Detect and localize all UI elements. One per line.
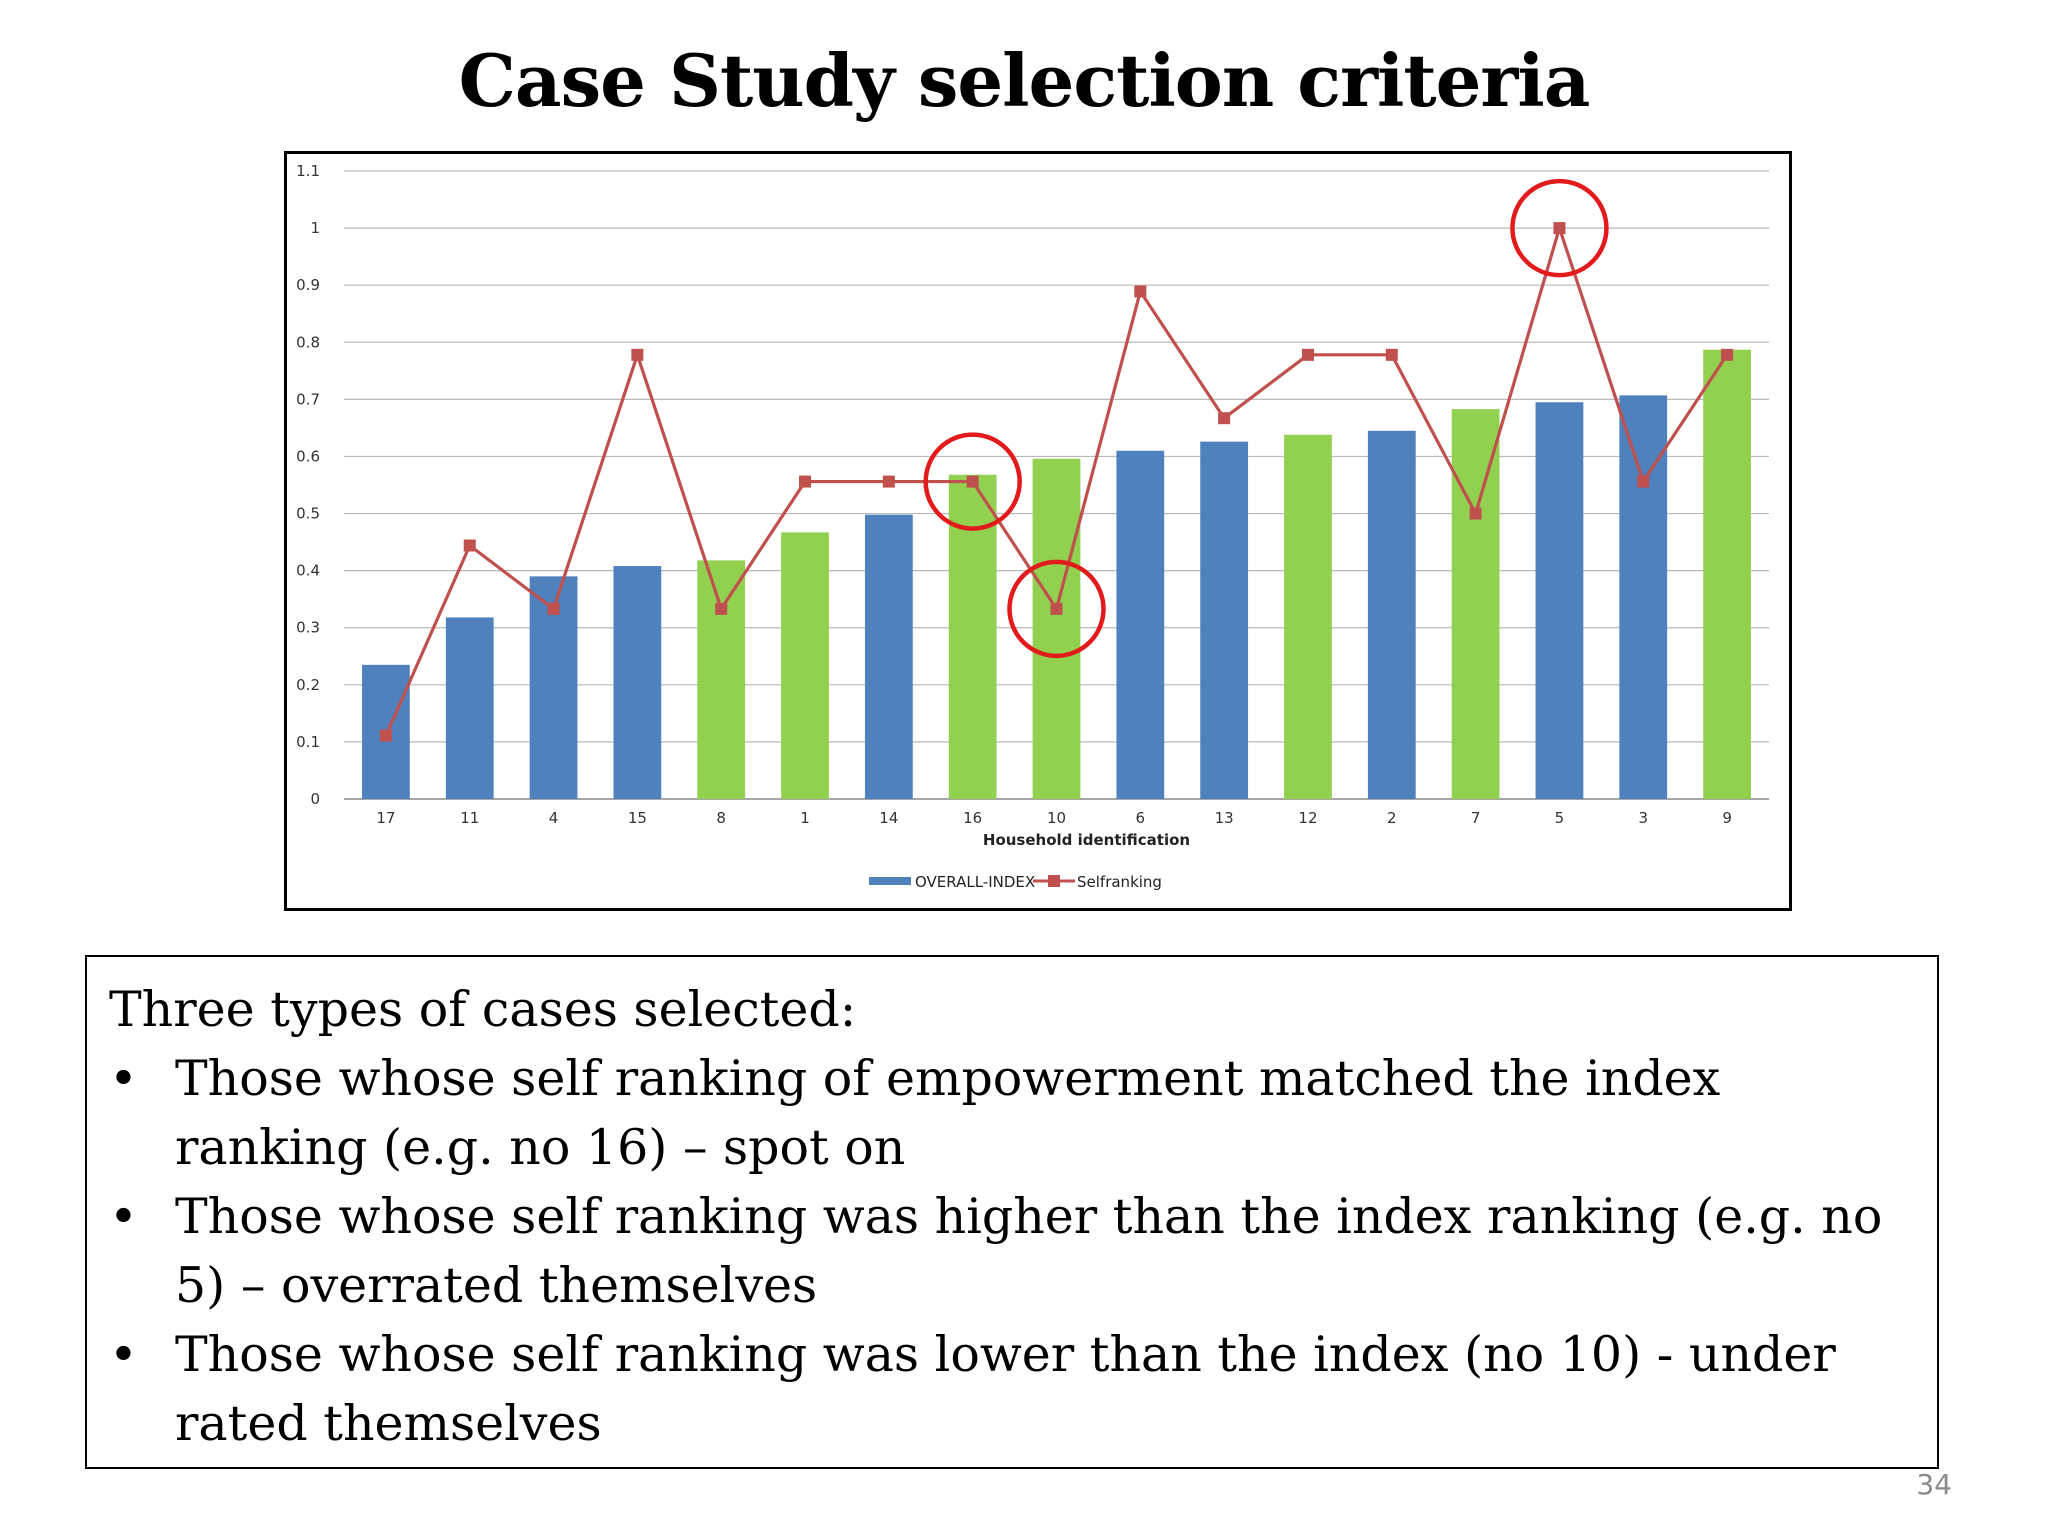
point-10 xyxy=(1050,602,1063,615)
point-7 xyxy=(1469,507,1482,520)
point-2 xyxy=(1385,348,1398,361)
bar-10 xyxy=(1032,458,1081,799)
bar-2 xyxy=(1367,430,1416,799)
x-axis-ticks: 17 11 4 15 8 1 14 16 10 6 13 12 2 7 5 3 9 xyxy=(376,809,1731,827)
point-4 xyxy=(547,602,560,615)
bar-13 xyxy=(1200,441,1249,799)
point-14 xyxy=(882,475,895,488)
bar-14 xyxy=(864,514,913,799)
point-17 xyxy=(379,729,392,742)
point-1 xyxy=(799,475,812,488)
point-13 xyxy=(1218,412,1231,425)
x-tick-label: 17 xyxy=(376,809,395,827)
y-tick-label: 0.6 xyxy=(296,447,320,465)
point-6 xyxy=(1134,285,1147,298)
criteria-list: • Those whose self ranking of empowermen… xyxy=(109,1044,1909,1458)
x-tick-label: 16 xyxy=(963,809,982,827)
point-11 xyxy=(463,539,476,552)
bar-3 xyxy=(1619,395,1668,799)
y-tick-label: 0.7 xyxy=(296,390,320,408)
bullet-marker: • xyxy=(109,1326,138,1383)
x-tick-label: 15 xyxy=(628,809,647,827)
legend-swatch-overall-index xyxy=(869,877,911,885)
y-tick-label: 0.3 xyxy=(296,619,320,637)
point-15 xyxy=(631,348,644,361)
x-tick-label: 9 xyxy=(1722,809,1732,827)
x-tick-label: 8 xyxy=(716,809,726,827)
bar-9 xyxy=(1703,349,1751,799)
highlight-circle-10 xyxy=(1007,559,1106,659)
chart-container: 0 0.1 0.2 0.3 0.4 0.5 0.6 0.7 0.8 0.9 1 1.1 17 11 4 15… xyxy=(284,151,1792,911)
selection-criteria-textbox: Three types of cases selected: • Those w… xyxy=(85,955,1939,1469)
bullet-marker: • xyxy=(109,1188,138,1245)
point-5 xyxy=(1553,222,1566,235)
point-8 xyxy=(715,602,728,615)
y-tick-label: 1.1 xyxy=(296,162,320,180)
y-tick-label: 0.8 xyxy=(296,333,320,351)
x-tick-label: 2 xyxy=(1387,809,1397,827)
bar-series-overall-index xyxy=(362,349,1751,799)
x-axis-title: Household identification xyxy=(983,831,1190,849)
bar-11 xyxy=(445,617,494,799)
x-tick-label: 5 xyxy=(1555,809,1565,827)
y-tick-label: 0.1 xyxy=(296,733,320,751)
highlight-circle-16 xyxy=(923,432,1022,531)
point-9 xyxy=(1721,348,1734,361)
y-tick-label: 0.5 xyxy=(296,505,320,523)
bar-15 xyxy=(613,566,662,799)
point-12 xyxy=(1301,348,1314,361)
chart-legend: OVERALL-INDEX Selfranking xyxy=(869,873,1162,891)
x-tick-label: 14 xyxy=(879,809,898,827)
bullet-text: Those whose self ranking was lower than … xyxy=(175,1326,1836,1452)
x-tick-label: 12 xyxy=(1298,809,1317,827)
point-16 xyxy=(966,475,979,488)
x-tick-label: 10 xyxy=(1047,809,1066,827)
y-tick-label: 0.4 xyxy=(296,562,320,580)
x-tick-label: 4 xyxy=(549,809,559,827)
x-tick-label: 6 xyxy=(1136,809,1146,827)
point-3 xyxy=(1637,475,1650,488)
bullet-text: Those whose self ranking was higher than… xyxy=(175,1188,1883,1314)
bar-8 xyxy=(697,560,746,799)
bar-6 xyxy=(1116,450,1165,799)
highlight-circle-5 xyxy=(1510,178,1609,278)
bar-1 xyxy=(781,532,829,799)
y-tick-label: 0 xyxy=(310,790,320,808)
list-item: • Those whose self ranking of empowermen… xyxy=(109,1044,1909,1182)
list-item: • Those whose self ranking was higher th… xyxy=(109,1182,1909,1320)
y-tick-label: 0.2 xyxy=(296,676,320,694)
bullet-text: Those whose self ranking of empowerment … xyxy=(175,1050,1721,1176)
combo-chart: 00.10.20.30.40.50.60.70.80.911.1 17 11 4 15… xyxy=(296,162,1769,891)
y-tick-label: 1 xyxy=(310,219,320,237)
line-series-selfranking xyxy=(379,222,1734,742)
x-tick-label: 1 xyxy=(800,809,810,827)
y-axis-ticks: 0 0.1 0.2 0.3 0.4 0.5 0.6 0.7 0.8 0.9 1 1.1 xyxy=(296,162,320,808)
legend-marker-selfranking xyxy=(1048,875,1060,887)
x-tick-label: 13 xyxy=(1215,809,1234,827)
legend-label-overall-index: OVERALL-INDEX xyxy=(915,873,1035,891)
bar-12 xyxy=(1284,434,1332,799)
slide-title: Case Study selection criteria xyxy=(458,38,1591,123)
page-number: 34 xyxy=(1916,1468,1952,1501)
bullet-marker: • xyxy=(109,1050,138,1107)
x-tick-label: 7 xyxy=(1471,809,1481,827)
legend-label-selfranking: Selfranking xyxy=(1077,873,1162,891)
x-tick-label: 3 xyxy=(1638,809,1648,827)
highlight-circles xyxy=(923,178,1609,659)
list-item: • Those whose self ranking was lower tha… xyxy=(109,1320,1909,1458)
textbox-intro: Three types of cases selected: xyxy=(109,981,857,1038)
bar-7 xyxy=(1451,409,1500,799)
x-tick-label: 11 xyxy=(460,809,479,827)
y-tick-label: 0.9 xyxy=(296,276,320,294)
bar-5 xyxy=(1535,402,1584,799)
